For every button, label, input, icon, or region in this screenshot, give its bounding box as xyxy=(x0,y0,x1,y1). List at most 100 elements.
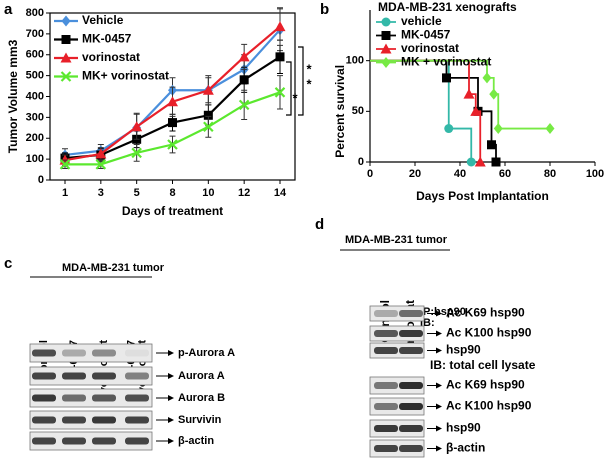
marker xyxy=(463,88,475,99)
marker xyxy=(470,105,482,116)
marker xyxy=(167,96,178,107)
y-tick-label: 0 xyxy=(358,156,364,168)
blot-strip xyxy=(29,343,153,363)
band xyxy=(62,416,86,424)
marker xyxy=(489,88,499,100)
marker xyxy=(203,110,213,120)
arrow-head xyxy=(168,438,174,444)
band xyxy=(374,445,398,452)
x-tick-label: 12 xyxy=(238,187,250,199)
x-tick-label: 1 xyxy=(62,187,68,199)
marker xyxy=(444,124,454,134)
arrow-head xyxy=(436,347,442,354)
marker xyxy=(203,121,214,133)
row-label: hsp90 xyxy=(446,343,481,357)
panel-label: a xyxy=(4,1,13,18)
marker xyxy=(95,159,107,170)
marker xyxy=(60,71,72,82)
row-label: Aurora B xyxy=(178,392,225,404)
band xyxy=(92,394,116,402)
significance-star: * xyxy=(306,61,312,76)
marker xyxy=(487,140,496,150)
marker xyxy=(381,57,391,68)
marker xyxy=(61,15,71,27)
marker xyxy=(491,157,501,167)
marker xyxy=(202,84,214,95)
marker xyxy=(238,99,250,111)
marker xyxy=(275,52,285,62)
bracket xyxy=(298,46,304,116)
band xyxy=(399,403,423,410)
significance-star: * xyxy=(306,76,312,91)
marker xyxy=(238,51,250,62)
y-tick-label: 100 xyxy=(26,153,44,165)
band xyxy=(92,416,116,424)
x-tick-label: 80 xyxy=(544,168,556,180)
band xyxy=(62,349,86,357)
row-label: p-Aurora A xyxy=(178,347,235,359)
section-label: IP:hsp90 xyxy=(420,306,466,318)
marker xyxy=(545,123,555,135)
band xyxy=(92,372,116,380)
x-tick-label: 20 xyxy=(409,168,421,180)
band xyxy=(32,372,56,380)
band xyxy=(374,425,398,432)
legend-label: vorinostat xyxy=(401,41,459,55)
marker xyxy=(274,87,286,98)
arrow-head xyxy=(168,350,174,356)
arrow-head xyxy=(436,403,442,410)
band xyxy=(92,349,116,357)
band xyxy=(62,437,86,445)
marker xyxy=(60,52,72,63)
blot-strip xyxy=(29,431,153,451)
x-tick-label: 40 xyxy=(454,168,466,180)
marker xyxy=(131,121,143,132)
marker xyxy=(466,157,476,167)
row-label: Ac K69 hsp90 xyxy=(446,378,525,392)
panel-label: d xyxy=(315,216,324,233)
marker xyxy=(95,148,107,159)
marker xyxy=(442,73,451,83)
band xyxy=(374,310,398,317)
band xyxy=(32,437,56,445)
chart-title: MDA-MB-231 xenografts xyxy=(378,0,517,14)
row-label: hsp90 xyxy=(446,421,481,435)
band xyxy=(374,403,398,410)
arrow-head xyxy=(168,373,174,379)
marker xyxy=(381,31,391,40)
blot-strip xyxy=(29,366,153,386)
band xyxy=(399,330,423,337)
x-tick-label: 8 xyxy=(169,187,175,199)
band xyxy=(399,425,423,432)
arrow-head xyxy=(168,417,174,423)
row-label: Ac K100 hsp90 xyxy=(446,326,532,340)
band xyxy=(399,382,423,389)
marker xyxy=(239,75,249,85)
x-tick-label: 100 xyxy=(586,168,604,180)
band xyxy=(62,394,86,402)
legend-label: MK + vorinostat xyxy=(401,55,491,69)
marker xyxy=(474,156,486,167)
x-axis-label: Days of treatment xyxy=(122,204,223,218)
y-tick-label: 700 xyxy=(26,28,44,40)
panel-label: c xyxy=(4,255,12,272)
y-tick-label: 0 xyxy=(38,174,44,186)
arrow-head xyxy=(436,330,442,337)
band xyxy=(62,372,86,380)
survival-line xyxy=(370,59,550,130)
band xyxy=(32,349,56,357)
band xyxy=(399,445,423,452)
legend-label: vorinostat xyxy=(82,50,140,64)
row-label: β-actin xyxy=(446,441,485,455)
marker xyxy=(167,139,178,150)
y-tick-label: 800 xyxy=(26,7,44,19)
blot-strip xyxy=(29,410,153,430)
marker xyxy=(131,147,142,159)
band xyxy=(399,310,423,317)
legend-label: Vehicle xyxy=(82,13,124,27)
marker xyxy=(493,123,503,135)
y-tick-label: 50 xyxy=(352,105,364,117)
y-tick-label: 200 xyxy=(26,132,44,144)
bracket xyxy=(286,61,292,116)
